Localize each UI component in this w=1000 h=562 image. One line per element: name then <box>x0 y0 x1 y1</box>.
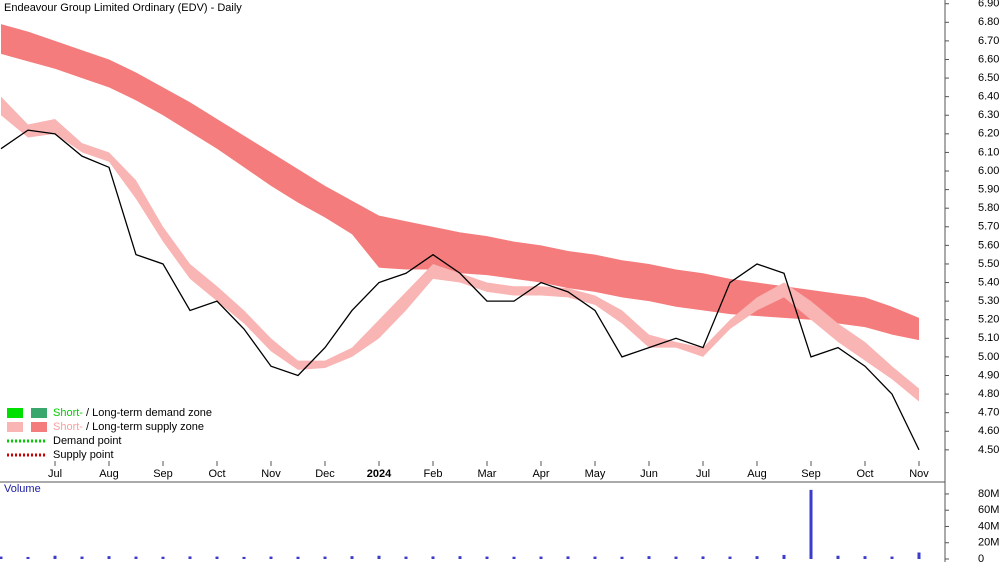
y-tick-label: 5.50 <box>978 258 999 270</box>
volume-bar <box>215 556 219 559</box>
x-tick-label: Sep <box>153 468 173 480</box>
volume-bar <box>728 556 732 559</box>
y-tick-label: 6.30 <box>978 109 999 121</box>
y-tick-label: 20M <box>978 537 999 549</box>
x-tick-label: Sep <box>801 468 821 480</box>
y-tick-label: 5.40 <box>978 276 999 288</box>
volume-bar <box>323 556 327 559</box>
legend-label: Demand point <box>53 435 122 447</box>
volume-bar <box>431 556 435 559</box>
y-tick-label: 4.50 <box>978 444 999 456</box>
volume-bar <box>377 555 381 559</box>
y-tick-label: 80M <box>978 488 999 500</box>
volume-bar <box>593 556 597 559</box>
y-tick-label: 40M <box>978 520 999 532</box>
x-tick-label: Nov <box>909 468 929 480</box>
legend-label: Supply point <box>53 449 114 461</box>
y-tick-label: 6.70 <box>978 35 999 47</box>
legend-swatch <box>7 422 23 432</box>
x-tick-label: 2024 <box>367 468 392 480</box>
y-tick-label: 5.30 <box>978 295 999 307</box>
volume-bar <box>809 489 813 559</box>
y-tick-label: 0 <box>978 553 984 562</box>
x-tick-label: Aug <box>99 468 119 480</box>
y-tick-label: 4.80 <box>978 388 999 400</box>
volume-bar <box>107 556 111 559</box>
volume-bar <box>242 556 246 559</box>
volume-bar <box>782 554 786 559</box>
volume-bar <box>917 552 921 559</box>
legend-swatch <box>31 408 47 418</box>
volume-bar <box>755 556 759 559</box>
y-tick-label: 6.40 <box>978 91 999 103</box>
legend-label: Short- / Long-term supply zone <box>53 421 204 433</box>
volume-title: Volume <box>4 483 41 495</box>
volume-bar <box>539 556 543 559</box>
y-tick-label: 5.70 <box>978 221 999 233</box>
volume-bar <box>350 556 354 559</box>
legend-text: / Long-term supply zone <box>83 421 204 433</box>
y-tick-label: 5.90 <box>978 184 999 196</box>
x-tick-label: Mar <box>478 468 497 480</box>
volume-bar <box>80 556 84 559</box>
legend-short: Short- <box>53 421 83 433</box>
volume-bar <box>566 556 570 559</box>
x-tick-label: Aug <box>747 468 767 480</box>
volume-bar <box>620 556 624 559</box>
y-tick-label: 6.90 <box>978 0 999 10</box>
y-tick-label: 60M <box>978 504 999 516</box>
volume-bar <box>512 556 516 559</box>
price-line <box>0 129 920 451</box>
chart-title: Endeavour Group Limited Ordinary (EDV) -… <box>4 2 242 14</box>
volume-bar <box>134 556 138 559</box>
volume-bar <box>0 556 3 559</box>
volume-bar <box>647 556 651 559</box>
legend-short: Short- <box>53 407 83 419</box>
x-tick-label: Jul <box>48 468 62 480</box>
y-tick-label: 4.60 <box>978 425 999 437</box>
volume-bar <box>485 556 489 559</box>
x-tick-label: Apr <box>532 468 549 480</box>
volume-bar <box>161 556 165 559</box>
y-tick-label: 6.50 <box>978 72 999 84</box>
volume-bar <box>890 556 894 559</box>
x-tick-label: Dec <box>315 468 335 480</box>
y-tick-label: 6.20 <box>978 128 999 140</box>
y-tick-label: 5.10 <box>978 332 999 344</box>
x-tick-label: Nov <box>261 468 281 480</box>
y-tick-label: 5.20 <box>978 314 999 326</box>
x-tick-label: Jul <box>696 468 710 480</box>
legend-text: / Long-term demand zone <box>83 407 212 419</box>
volume-bar <box>458 556 462 559</box>
volume-bar <box>296 556 300 559</box>
zone-band <box>1 24 919 341</box>
volume-bar <box>269 556 273 559</box>
y-tick-label: 4.90 <box>978 369 999 381</box>
volume-bar <box>188 556 192 559</box>
y-tick-label: 6.60 <box>978 53 999 65</box>
legend-label: Short- / Long-term demand zone <box>53 407 212 419</box>
volume-bar <box>404 556 408 559</box>
y-tick-label: 6.80 <box>978 16 999 28</box>
legend-swatch <box>7 408 23 418</box>
volume-bar <box>701 556 705 559</box>
y-tick-label: 5.80 <box>978 202 999 214</box>
y-tick-label: 6.00 <box>978 165 999 177</box>
y-tick-label: 6.10 <box>978 146 999 158</box>
volume-bar <box>674 556 678 559</box>
legend-swatch <box>31 422 47 432</box>
volume-bar <box>26 556 30 559</box>
x-tick-label: May <box>585 468 606 480</box>
x-tick-label: Feb <box>424 468 443 480</box>
x-tick-label: Oct <box>208 468 225 480</box>
x-tick-label: Oct <box>856 468 873 480</box>
volume-bar <box>863 556 867 559</box>
y-tick-label: 5.00 <box>978 351 999 363</box>
y-tick-label: 5.60 <box>978 239 999 251</box>
x-tick-label: Jun <box>640 468 658 480</box>
volume-bar <box>53 555 57 559</box>
y-tick-label: 4.70 <box>978 407 999 419</box>
volume-bar <box>836 555 840 559</box>
